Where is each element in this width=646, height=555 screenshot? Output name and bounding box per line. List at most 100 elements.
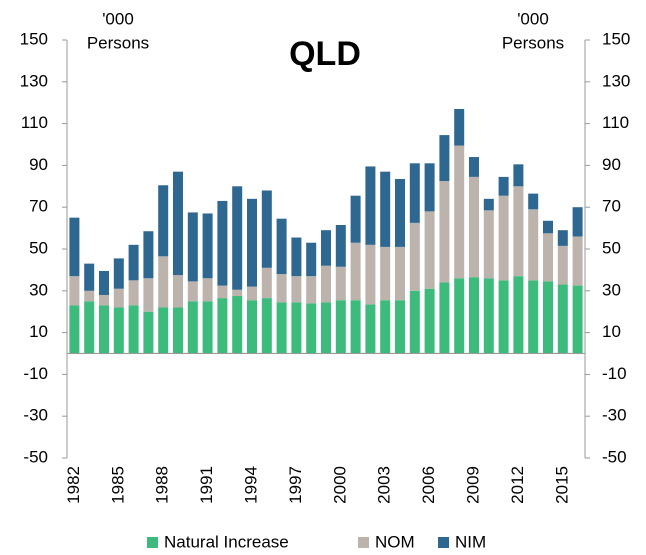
bar-segment bbox=[187, 212, 198, 282]
bar-segment bbox=[395, 246, 405, 301]
legend-label: NOM bbox=[375, 532, 415, 551]
bar-segment bbox=[113, 258, 124, 289]
y-tick-label: 130 bbox=[20, 71, 48, 90]
x-tick-label: 1997 bbox=[286, 466, 305, 504]
x-tick-label: 1988 bbox=[153, 466, 172, 504]
bar-segment bbox=[513, 164, 524, 187]
y2-tick-label: -50 bbox=[602, 447, 627, 466]
bar-segment bbox=[498, 195, 509, 281]
bar-segment bbox=[187, 301, 198, 354]
bar-segment bbox=[158, 256, 169, 308]
bar-segment bbox=[143, 278, 154, 312]
y-tick-label: 150 bbox=[20, 29, 48, 48]
bar-segment bbox=[276, 302, 287, 354]
x-tick-label: 2000 bbox=[330, 466, 349, 504]
bar-segment bbox=[276, 274, 287, 303]
bar-segment bbox=[380, 300, 391, 354]
bar-segment bbox=[409, 222, 420, 291]
bar-segment bbox=[543, 233, 553, 282]
bar-segment bbox=[128, 244, 139, 281]
bar-segment bbox=[84, 263, 95, 291]
bar-segment bbox=[173, 171, 183, 276]
bar-segment bbox=[380, 171, 391, 247]
y2-tick-label: 30 bbox=[602, 280, 621, 299]
bar-segment bbox=[84, 290, 95, 302]
bar-segment bbox=[261, 267, 272, 299]
bar-segment bbox=[365, 304, 376, 354]
bar-segment bbox=[247, 198, 257, 287]
x-tick-label: 2015 bbox=[552, 466, 571, 504]
bar-segment bbox=[291, 276, 302, 303]
bar-segment bbox=[469, 277, 479, 354]
bar-segment bbox=[543, 281, 553, 354]
bar-segment bbox=[557, 284, 568, 354]
bar-segment bbox=[380, 246, 391, 301]
y2-tick-label: 150 bbox=[602, 29, 630, 48]
y2-tick-label: 90 bbox=[602, 155, 621, 174]
bar-segment bbox=[557, 230, 568, 246]
x-tick-label: 1982 bbox=[64, 466, 83, 504]
legend-swatch bbox=[147, 537, 158, 548]
bar-segment bbox=[424, 288, 435, 354]
bar-segment bbox=[335, 224, 346, 267]
bar-segment bbox=[276, 218, 287, 275]
bar-segment bbox=[350, 195, 361, 243]
bar-segment bbox=[113, 288, 124, 308]
bar-segment bbox=[439, 282, 450, 354]
bar-segment bbox=[306, 242, 317, 277]
y2-tick-label: 70 bbox=[602, 197, 621, 216]
bar-segment bbox=[335, 266, 346, 301]
bar-segment bbox=[128, 280, 139, 306]
bar-segment bbox=[454, 278, 465, 354]
bar-segment bbox=[187, 281, 198, 302]
y2-tick-label: 10 bbox=[602, 322, 621, 341]
bar-segment bbox=[350, 242, 361, 301]
x-tick-label: 1991 bbox=[197, 466, 216, 504]
legend-swatch bbox=[438, 537, 449, 548]
bar-segment bbox=[572, 207, 583, 237]
bar-segment bbox=[99, 270, 109, 295]
bar-segment bbox=[232, 296, 243, 354]
bar-segment bbox=[528, 193, 539, 210]
bar-segment bbox=[113, 307, 124, 354]
y-tick-label: 30 bbox=[29, 280, 48, 299]
bar-segment bbox=[99, 294, 109, 306]
x-tick-label: 2003 bbox=[375, 466, 394, 504]
bar-segment bbox=[143, 311, 154, 354]
bar-segment bbox=[365, 244, 376, 305]
bar-segment bbox=[469, 176, 479, 278]
bar-segment bbox=[365, 166, 376, 245]
bar-segment bbox=[202, 301, 213, 354]
bar-segment bbox=[69, 305, 80, 354]
bar-segment bbox=[217, 298, 228, 354]
bar-segment bbox=[202, 278, 213, 302]
bar-segment bbox=[572, 236, 583, 286]
y2-axis-label: Persons bbox=[502, 33, 564, 52]
bar-segment bbox=[350, 300, 361, 354]
bar-segment bbox=[409, 290, 420, 354]
bar-segment bbox=[498, 176, 509, 196]
bar-segment bbox=[291, 237, 302, 277]
bar-segment bbox=[424, 211, 435, 289]
bar-segment bbox=[454, 108, 465, 146]
bar-segment bbox=[306, 276, 317, 304]
bar-segment bbox=[409, 163, 420, 223]
bar-segment bbox=[261, 190, 272, 268]
bar-segment bbox=[232, 289, 243, 297]
legend-label: Natural Increase bbox=[164, 532, 289, 551]
legend-swatch bbox=[358, 537, 369, 548]
bar-segment bbox=[557, 245, 568, 285]
bar-segment bbox=[261, 298, 272, 354]
x-tick-label: 1994 bbox=[241, 466, 260, 504]
y-tick-label: 70 bbox=[29, 197, 48, 216]
bar-segment bbox=[439, 135, 450, 182]
bar-segment bbox=[498, 280, 509, 354]
y2-tick-label: 110 bbox=[602, 113, 629, 132]
bar-segment bbox=[483, 278, 494, 354]
bar-segment bbox=[335, 300, 346, 354]
bar-segment bbox=[84, 301, 95, 354]
y2-tick-label: -10 bbox=[602, 364, 627, 383]
bar-segment bbox=[306, 303, 317, 354]
